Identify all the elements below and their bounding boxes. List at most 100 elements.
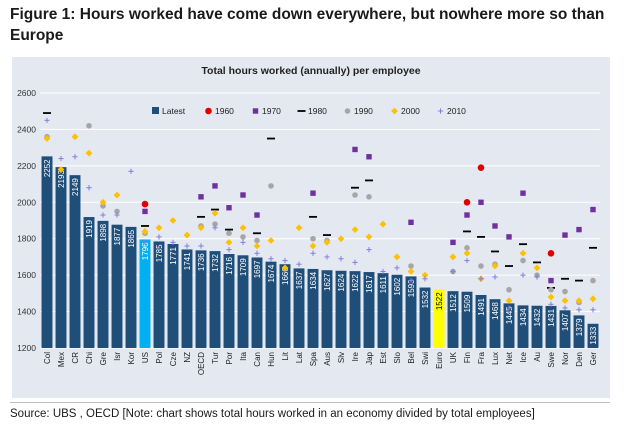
- marker-2000-lit: [281, 264, 289, 272]
- marker-2000-cr: [71, 133, 79, 141]
- bar-value-label: 1617: [365, 274, 374, 292]
- marker-1970-bel: [408, 219, 414, 226]
- marker-1990-ire: [352, 192, 358, 198]
- legend-swatch-1990: [344, 108, 351, 114]
- marker-2010-nor: [562, 305, 568, 311]
- bar-lux: [489, 299, 501, 348]
- marker-1970-ger: [590, 206, 596, 213]
- marker-1990-jap: [366, 194, 372, 200]
- x-tick-label: Ita: [239, 351, 248, 360]
- x-tick-label: UK: [449, 351, 458, 363]
- source-note: Source: UBS , OECD [Note: chart shows to…: [10, 408, 535, 420]
- x-tick-label: Aus: [323, 352, 332, 366]
- marker-2010-lit: [282, 257, 288, 264]
- legend-label-1980: 1980: [308, 106, 327, 116]
- marker-1970-jap: [366, 154, 372, 160]
- bar-lat: [293, 268, 305, 348]
- marker-1970-ire: [352, 146, 358, 153]
- marker-2000-mex: [57, 166, 65, 173]
- bar-value-label: 1741: [183, 252, 192, 270]
- x-tick-label: Gre: [99, 351, 108, 365]
- marker-1970-us: [142, 208, 148, 215]
- marker-2010-aus: [324, 254, 330, 260]
- y-tick-label: 1800: [17, 234, 36, 244]
- x-tick-label: Bel: [407, 352, 416, 364]
- x-tick-label: Kor: [127, 352, 136, 365]
- marker-2000-den: [575, 297, 583, 305]
- x-tick-label: Chi: [85, 352, 94, 364]
- marker-1990-nor: [562, 288, 568, 295]
- x-tick-label: Spa: [309, 351, 318, 366]
- marker-2010-hun: [268, 256, 274, 262]
- marker-1970-por: [226, 205, 232, 211]
- marker-2000-tur: [211, 209, 219, 217]
- marker-1970-ita: [240, 192, 246, 198]
- x-tick-label: Pol: [155, 352, 164, 364]
- y-tick-label: 2200: [17, 161, 36, 171]
- marker-2000-slo: [393, 253, 401, 261]
- bar-ita: [237, 255, 249, 348]
- bar-value-label: 1532: [421, 290, 430, 308]
- bar-value-label: 1634: [309, 271, 318, 289]
- bar-den: [573, 315, 585, 348]
- bar-euro: [433, 289, 445, 348]
- bar-value-label: 1509: [463, 294, 472, 312]
- bar-value-label: 1732: [211, 254, 220, 272]
- marker-2000-au: [533, 264, 541, 272]
- bar-value-label: 1796: [141, 242, 150, 260]
- bar-value-label: 1445: [505, 306, 514, 324]
- marker-1990-gre: [100, 203, 106, 209]
- bar-value-label: 1379: [575, 318, 584, 336]
- marker-1990-bel: [408, 263, 414, 269]
- marker-2010-oecd: [198, 243, 204, 249]
- legend-label-2000: 2000: [401, 106, 420, 116]
- marker-2000-net: [505, 297, 513, 305]
- marker-1990-fin: [464, 245, 470, 251]
- bar-slo: [391, 274, 403, 348]
- marker-1970-nor: [562, 232, 568, 238]
- x-tick-label: Cze: [169, 351, 178, 366]
- marker-2010-lat: [296, 261, 302, 267]
- bar-value-label: 1660: [281, 267, 290, 285]
- marker-2000-ice: [519, 249, 527, 257]
- bar-oecd: [195, 250, 207, 348]
- x-tick-label: Lat: [295, 351, 304, 363]
- bar-aus: [321, 270, 333, 348]
- marker-2010-pol: [156, 234, 162, 240]
- bar-value-label: 1407: [561, 313, 570, 331]
- marker-2000-spa: [309, 242, 317, 250]
- bar-swe: [545, 305, 557, 348]
- marker-1990-swe: [548, 286, 554, 293]
- marker-2000-bel: [407, 268, 415, 275]
- legend-label-1970: 1970: [262, 106, 281, 116]
- marker-1990-fra: [478, 263, 484, 269]
- marker-1990-can: [254, 237, 260, 244]
- x-tick-label: CR: [71, 352, 80, 364]
- bar-us: [139, 239, 151, 348]
- marker-2010-col: [44, 117, 50, 123]
- bar-value-label: 1431: [547, 308, 556, 326]
- bar-lit: [279, 264, 291, 348]
- chart-area: Total hours worked (annually) per employ…: [12, 57, 610, 398]
- x-tick-label: Mex: [57, 352, 66, 367]
- x-tick-label: Col: [43, 352, 52, 364]
- x-tick-label: US: [141, 352, 150, 363]
- marker-2010-net: [506, 305, 512, 311]
- y-tick-label: 2000: [17, 197, 36, 207]
- x-tick-label: Net: [505, 351, 514, 364]
- bar-ger: [587, 323, 599, 348]
- marker-1970-net: [506, 234, 512, 240]
- marker-1990-ice: [520, 257, 526, 264]
- x-tick-label: Ire: [351, 351, 360, 361]
- hours-worked-chart: Total hours worked (annually) per employ…: [17, 65, 600, 375]
- marker-1970-fin: [464, 212, 470, 218]
- marker-2000-gre: [99, 198, 107, 206]
- x-tick-label: NZ: [183, 352, 192, 363]
- legend-swatch-1960: [205, 107, 212, 115]
- bar-pol: [153, 241, 165, 348]
- bar-au: [531, 305, 543, 348]
- bar-value-label: 1898: [99, 223, 108, 241]
- marker-2010-tur: [212, 225, 218, 231]
- marker-2000-pol: [155, 224, 163, 232]
- bar-slv: [335, 270, 347, 348]
